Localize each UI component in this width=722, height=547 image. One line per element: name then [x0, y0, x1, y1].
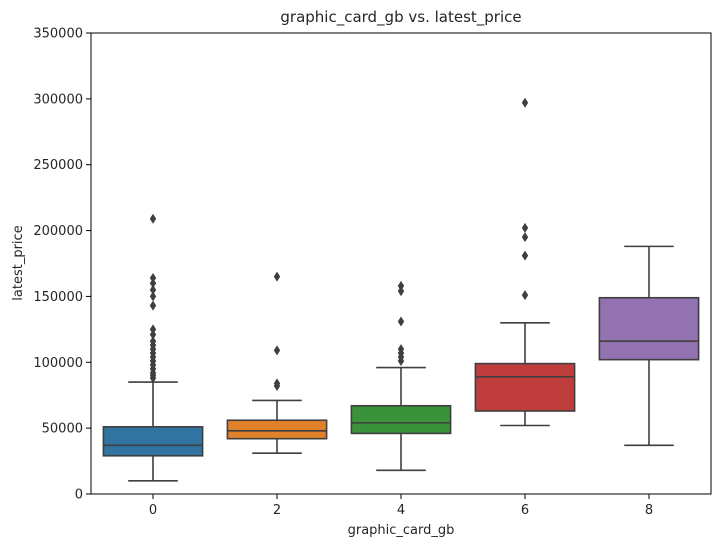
box-8	[598, 245, 700, 447]
box-iqr	[102, 426, 204, 457]
chart-title: graphic_card_gb vs. latest_price	[280, 8, 521, 27]
box-iqr	[350, 404, 452, 435]
outlier-point	[273, 345, 281, 356]
outlier-point	[397, 316, 405, 327]
outlier-point	[149, 278, 157, 289]
x-tick-label: 0	[149, 503, 157, 518]
y-tick-label: 100000	[33, 356, 83, 371]
x-axis: 0 2 4 6 8	[149, 494, 653, 518]
outlier-point	[521, 290, 529, 301]
outlier-point	[397, 280, 405, 291]
x-tick-label: 6	[521, 503, 529, 518]
y-tick-label: 350000	[33, 27, 83, 42]
box-6	[474, 97, 576, 427]
y-axis-label: latest_price	[11, 225, 26, 300]
outlier-point	[273, 271, 281, 282]
outlier-point	[149, 291, 157, 302]
box-iqr	[598, 296, 700, 361]
boxes-group	[102, 97, 700, 482]
outlier-point	[521, 97, 529, 108]
y-tick-label: 0	[75, 488, 83, 503]
y-axis: 0 50000 100000 150000 200000 250000 300000 3500…	[33, 27, 91, 503]
outlier-point	[521, 250, 529, 261]
outlier-point	[521, 222, 529, 233]
x-tick-label: 8	[645, 503, 653, 518]
box-iqr	[474, 362, 576, 412]
box-4	[350, 280, 452, 472]
y-tick-label: 300000	[33, 92, 83, 107]
outlier-point	[397, 286, 405, 297]
box-2	[226, 271, 328, 454]
outlier-point	[149, 329, 157, 340]
y-tick-label: 50000	[42, 422, 83, 437]
outlier-point	[149, 272, 157, 283]
y-tick-label: 200000	[33, 224, 83, 239]
outlier-point	[149, 284, 157, 295]
x-tick-label: 2	[273, 503, 281, 518]
y-tick-label: 250000	[33, 158, 83, 173]
box-0	[102, 213, 204, 482]
x-tick-label: 4	[397, 503, 405, 518]
y-tick-label: 150000	[33, 290, 83, 305]
box-iqr	[226, 419, 328, 440]
outlier-point	[149, 300, 157, 311]
outlier-point	[397, 344, 405, 355]
outlier-point	[273, 378, 281, 389]
x-axis-label: graphic_card_gb	[348, 523, 455, 538]
outlier-point	[149, 324, 157, 335]
outlier-point	[521, 232, 529, 243]
outlier-point	[149, 213, 157, 224]
outlier-point	[149, 336, 157, 347]
